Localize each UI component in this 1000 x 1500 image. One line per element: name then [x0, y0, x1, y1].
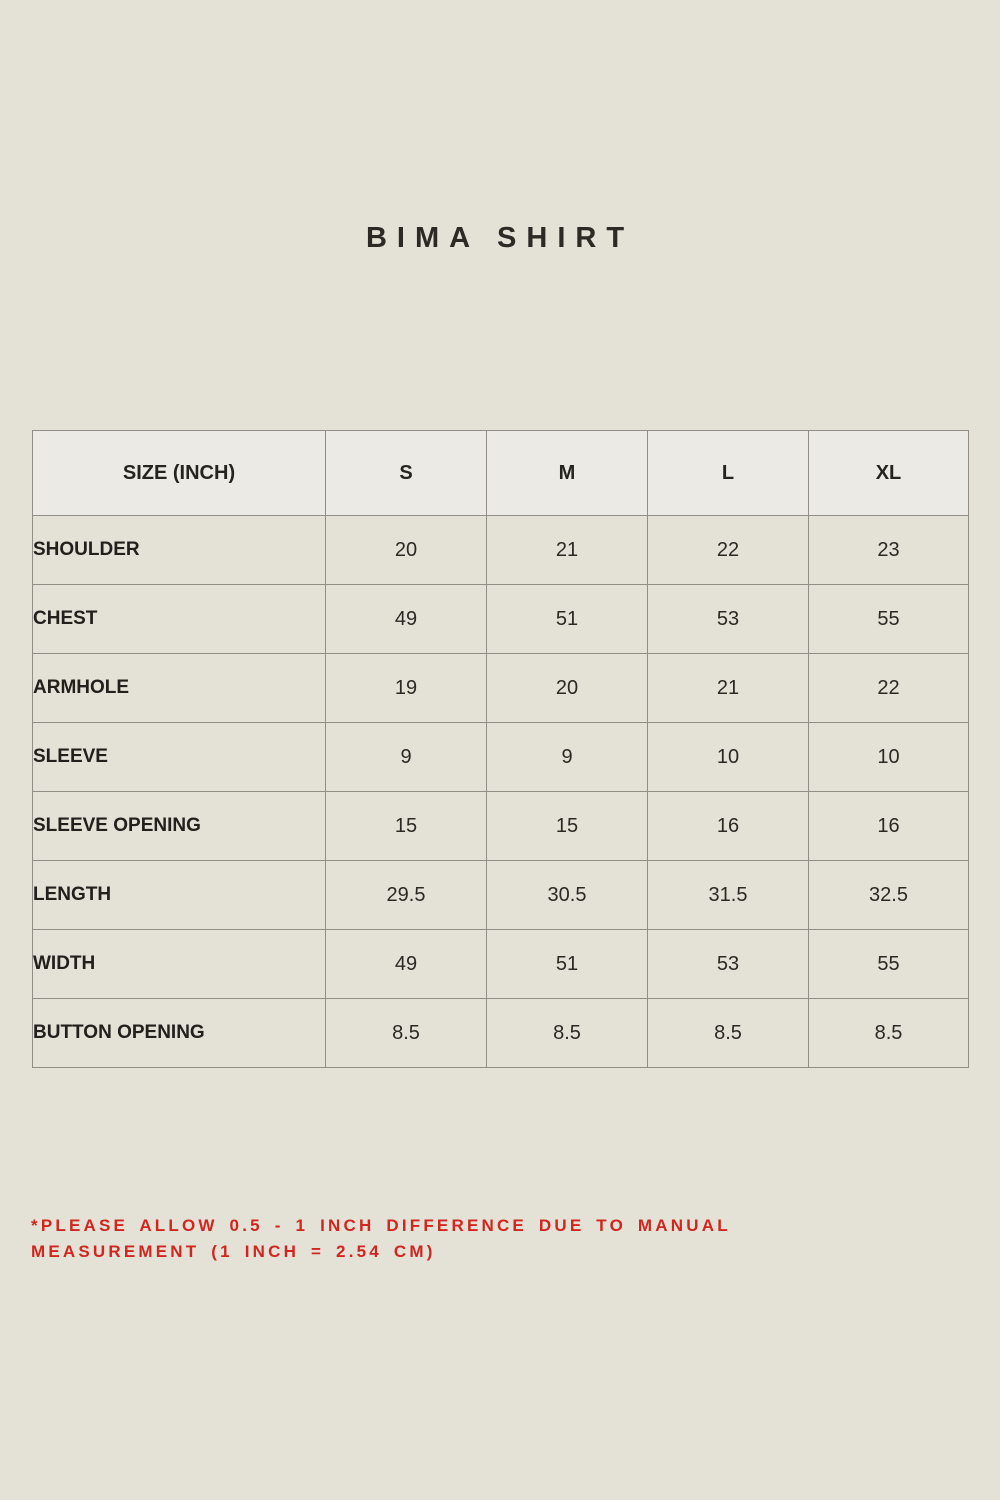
- table-row-length: LENGTH 29.5 30.5 31.5 32.5: [32, 860, 969, 930]
- value-cell: 10: [647, 722, 809, 792]
- table-row-button-opening: BUTTON OPENING 8.5 8.5 8.5 8.5: [32, 998, 969, 1068]
- value-cell: 49: [325, 929, 487, 999]
- table-row-width: WIDTH 49 51 53 55: [32, 929, 969, 999]
- value-cell: 31.5: [647, 860, 809, 930]
- size-table: SIZE (INCH) S M L XL SHOULDER 20 21 22 2…: [32, 430, 969, 1068]
- value-cell: 10: [808, 722, 969, 792]
- value-cell: 15: [325, 791, 487, 861]
- table-row-armhole: ARMHOLE 19 20 21 22: [32, 653, 969, 723]
- header-cell-xl: XL: [808, 430, 969, 516]
- disclaimer-line-2: MEASUREMENT (1 INCH = 2.54 CM): [31, 1242, 436, 1261]
- value-cell: 49: [325, 584, 487, 654]
- value-cell: 20: [325, 515, 487, 585]
- value-cell: 21: [486, 515, 648, 585]
- value-cell: 19: [325, 653, 487, 723]
- row-label: WIDTH: [32, 929, 326, 999]
- value-cell: 20: [486, 653, 648, 723]
- table-row-sleeve-opening: SLEEVE OPENING 15 15 16 16: [32, 791, 969, 861]
- value-cell: 55: [808, 929, 969, 999]
- row-label: CHEST: [32, 584, 326, 654]
- row-label: LENGTH: [32, 860, 326, 930]
- header-cell-m: M: [486, 430, 648, 516]
- value-cell: 15: [486, 791, 648, 861]
- value-cell: 53: [647, 929, 809, 999]
- header-cell-size: SIZE (INCH): [32, 430, 326, 516]
- value-cell: 23: [808, 515, 969, 585]
- table-header-row: SIZE (INCH) S M L XL: [32, 430, 969, 516]
- table-row-sleeve: SLEEVE 9 9 10 10: [32, 722, 969, 792]
- value-cell: 9: [486, 722, 648, 792]
- disclaimer-line-1: *PLEASE ALLOW 0.5 - 1 INCH DIFFERENCE DU…: [31, 1216, 731, 1235]
- value-cell: 29.5: [325, 860, 487, 930]
- value-cell: 9: [325, 722, 487, 792]
- value-cell: 51: [486, 929, 648, 999]
- value-cell: 16: [808, 791, 969, 861]
- value-cell: 8.5: [486, 998, 648, 1068]
- value-cell: 30.5: [486, 860, 648, 930]
- header-cell-s: S: [325, 430, 487, 516]
- value-cell: 55: [808, 584, 969, 654]
- page-title: BIMA SHIRT: [365, 222, 635, 254]
- row-label: SHOULDER: [32, 515, 326, 585]
- value-cell: 22: [647, 515, 809, 585]
- value-cell: 16: [647, 791, 809, 861]
- table-row-chest: CHEST 49 51 53 55: [32, 584, 969, 654]
- value-cell: 51: [486, 584, 648, 654]
- value-cell: 8.5: [647, 998, 809, 1068]
- row-label: SLEEVE OPENING: [32, 791, 326, 861]
- value-cell: 21: [647, 653, 809, 723]
- value-cell: 22: [808, 653, 969, 723]
- row-label: SLEEVE: [32, 722, 326, 792]
- value-cell: 53: [647, 584, 809, 654]
- table-row-shoulder: SHOULDER 20 21 22 23: [32, 515, 969, 585]
- row-label: BUTTON OPENING: [32, 998, 326, 1068]
- header-cell-l: L: [647, 430, 809, 516]
- value-cell: 8.5: [325, 998, 487, 1068]
- value-cell: 32.5: [808, 860, 969, 930]
- value-cell: 8.5: [808, 998, 969, 1068]
- row-label: ARMHOLE: [32, 653, 326, 723]
- measurement-disclaimer: *PLEASE ALLOW 0.5 - 1 INCH DIFFERENCE DU…: [31, 1213, 811, 1265]
